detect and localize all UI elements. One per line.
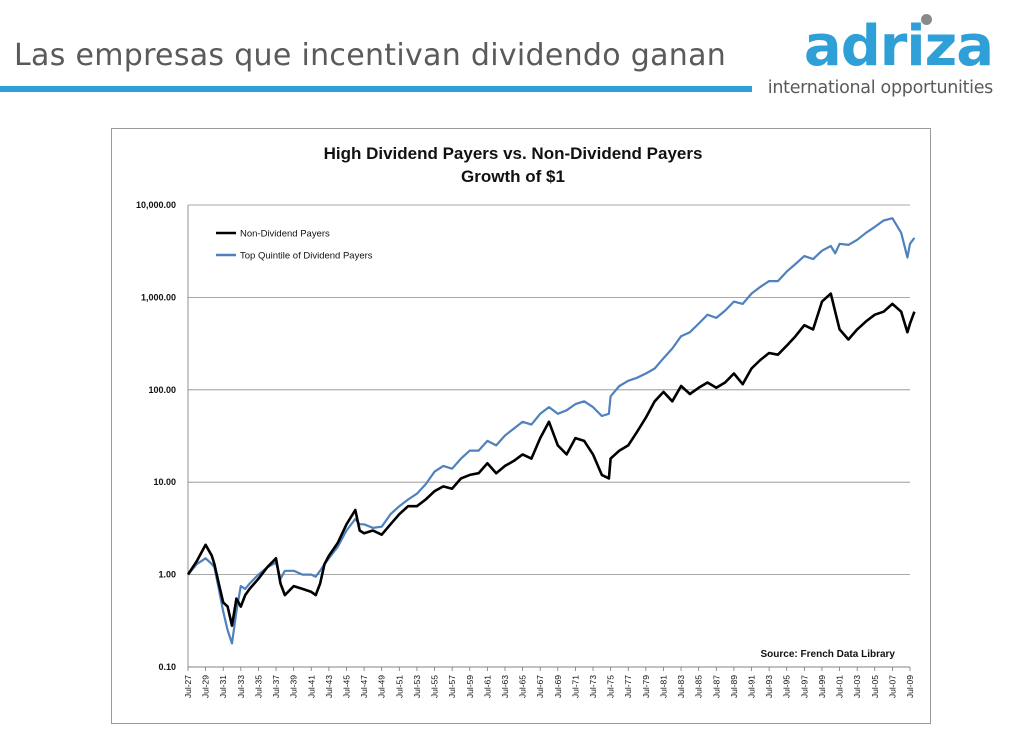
x-tick-label: Jul-07	[887, 675, 897, 698]
x-tick-label: Jul-51	[394, 675, 404, 698]
x-axis: Jul-27 Jul-29 Jul-31 Jul-33 Jul-35 Jul-37 Jul-…	[183, 667, 915, 698]
x-tick-label: Jul-27	[183, 675, 193, 698]
grid	[187, 204, 910, 668]
legend-label: Top Quintile of Dividend Payers	[240, 251, 373, 262]
chart: High Dividend Payers vs. Non-Dividend Pa…	[136, 144, 916, 698]
x-tick-label: Jul-53	[412, 675, 422, 698]
chart-title: High Dividend Payers vs. Non-Dividend Pa…	[324, 144, 703, 163]
y-tick-label: 1.00	[158, 570, 176, 580]
x-tick-label: Jul-35	[253, 675, 263, 698]
x-tick-label: Jul-55	[430, 675, 440, 698]
x-tick-label: Jul-79	[641, 675, 651, 698]
header-rule	[0, 86, 752, 92]
x-tick-label: Jul-09	[905, 675, 915, 698]
x-tick-label: Jul-63	[500, 675, 510, 698]
x-tick-label: Jul-49	[377, 675, 387, 698]
x-tick-label: Jul-31	[218, 675, 228, 698]
slide-title: Las empresas que incentivan dividendo ga…	[14, 38, 727, 73]
x-tick-label: Jul-59	[465, 675, 475, 698]
x-tick-label: Jul-69	[553, 675, 563, 698]
y-axis: 10,000.00 1,000.00 100.00 10.00 1.00 0.10	[136, 200, 176, 672]
x-tick-label: Jul-71	[570, 675, 580, 698]
x-tick-label: Jul-95	[782, 675, 792, 698]
chart-subtitle: Growth of $1	[461, 167, 565, 186]
x-tick-label: Jul-45	[341, 675, 351, 698]
series-line-non-dividend	[186, 292, 916, 628]
x-tick-label: Jul-73	[588, 675, 598, 698]
y-tick-label: 0.10	[158, 662, 176, 672]
x-tick-label: Jul-29	[201, 675, 211, 698]
x-tick-label: Jul-87	[711, 675, 721, 698]
x-tick-label: Jul-57	[447, 675, 457, 698]
x-tick-label: Jul-91	[747, 675, 757, 698]
x-tick-label: Jul-83	[676, 675, 686, 698]
brand-logo: adriza international opportunities	[733, 8, 994, 102]
x-tick-label: Jul-93	[764, 675, 774, 698]
plot-area	[186, 217, 916, 645]
x-tick-label: Jul-89	[729, 675, 739, 698]
brand-tagline: international opportunities	[767, 78, 994, 98]
x-tick-label: Jul-67	[535, 675, 545, 698]
x-tick-label: Jul-03	[852, 675, 862, 698]
x-tick-label: Jul-33	[236, 675, 246, 698]
legend: Non-Dividend Payers Top Quintile of Divid…	[216, 229, 373, 262]
x-tick-label: Jul-39	[289, 675, 299, 698]
x-tick-label: Jul-01	[835, 675, 845, 698]
x-tick-label: Jul-61	[482, 675, 492, 698]
x-tick-label: Jul-81	[658, 675, 668, 698]
x-tick-label: Jul-65	[518, 675, 528, 698]
y-tick-label: 10,000.00	[136, 200, 176, 210]
chart-frame: High Dividend Payers vs. Non-Dividend Pa…	[111, 128, 931, 724]
brand-dot-icon	[921, 14, 932, 25]
x-tick-label: Jul-99	[817, 675, 827, 698]
x-tick-label: Jul-75	[606, 675, 616, 698]
x-tick-label: Jul-43	[324, 675, 334, 698]
x-tick-label: Jul-47	[359, 675, 369, 698]
legend-label: Non-Dividend Payers	[240, 229, 330, 240]
x-tick-label: Jul-77	[623, 675, 633, 698]
chart-source: Source: French Data Library	[761, 649, 896, 660]
brand-name: adriza	[803, 14, 994, 79]
y-tick-label: 1,000.00	[141, 292, 176, 302]
x-tick-label: Jul-05	[870, 675, 880, 698]
x-tick-label: Jul-97	[799, 675, 809, 698]
x-tick-label: Jul-85	[694, 675, 704, 698]
x-tick-label: Jul-37	[271, 675, 281, 698]
y-tick-label: 100.00	[148, 385, 176, 395]
y-tick-label: 10.00	[153, 477, 176, 487]
x-tick-label: Jul-41	[306, 675, 316, 698]
